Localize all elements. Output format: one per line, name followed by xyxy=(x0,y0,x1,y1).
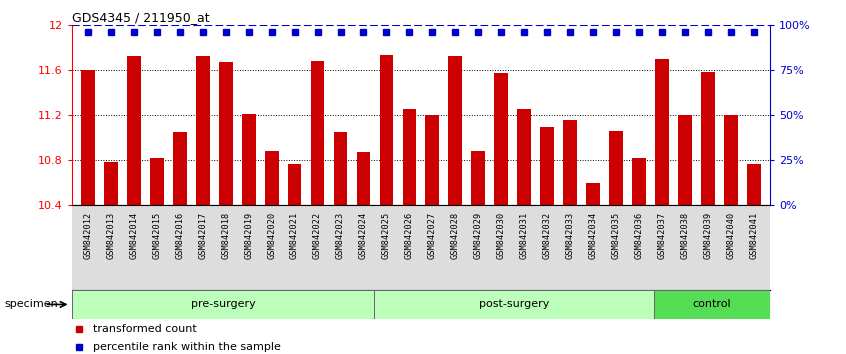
Text: GSM842032: GSM842032 xyxy=(542,212,552,259)
Bar xyxy=(104,162,118,205)
Text: percentile rank within the sample: percentile rank within the sample xyxy=(93,342,281,352)
Text: GDS4345 / 211950_at: GDS4345 / 211950_at xyxy=(72,11,210,24)
Text: GSM842040: GSM842040 xyxy=(727,212,735,259)
Text: GSM842031: GSM842031 xyxy=(519,212,529,259)
Text: GSM842024: GSM842024 xyxy=(359,212,368,259)
Text: GSM842023: GSM842023 xyxy=(336,212,345,259)
Bar xyxy=(380,55,393,205)
Text: post-surgery: post-surgery xyxy=(479,299,549,309)
Bar xyxy=(609,131,623,205)
Bar xyxy=(288,164,301,205)
Bar xyxy=(310,61,325,205)
Bar xyxy=(586,183,600,205)
Text: GSM842022: GSM842022 xyxy=(313,212,322,259)
Text: GSM842020: GSM842020 xyxy=(267,212,276,259)
Text: GSM842038: GSM842038 xyxy=(680,212,689,259)
Text: GSM842012: GSM842012 xyxy=(84,212,92,259)
Text: GSM842037: GSM842037 xyxy=(657,212,667,259)
Bar xyxy=(471,151,485,205)
Text: GSM842018: GSM842018 xyxy=(222,212,230,259)
Bar xyxy=(173,132,187,205)
Text: GSM842019: GSM842019 xyxy=(244,212,253,259)
Bar xyxy=(678,115,692,205)
Text: control: control xyxy=(692,299,731,309)
Text: GSM842014: GSM842014 xyxy=(129,212,139,259)
Bar xyxy=(196,56,210,205)
Bar xyxy=(724,115,738,205)
Bar xyxy=(333,132,348,205)
Text: GSM842030: GSM842030 xyxy=(497,212,506,259)
Text: GSM842021: GSM842021 xyxy=(290,212,299,259)
Bar xyxy=(375,290,654,319)
Bar xyxy=(494,73,508,205)
Bar xyxy=(655,59,669,205)
Bar xyxy=(219,62,233,205)
Text: pre-surgery: pre-surgery xyxy=(190,299,255,309)
Bar xyxy=(265,151,278,205)
Bar xyxy=(517,109,531,205)
Bar xyxy=(357,152,371,205)
Text: GSM842025: GSM842025 xyxy=(382,212,391,259)
Text: GSM842034: GSM842034 xyxy=(589,212,597,259)
Bar xyxy=(541,127,554,205)
Bar xyxy=(403,109,416,205)
Bar xyxy=(563,120,577,205)
Bar xyxy=(701,72,715,205)
Text: GSM842035: GSM842035 xyxy=(612,212,620,259)
Text: GSM842028: GSM842028 xyxy=(451,212,460,259)
Text: GSM842039: GSM842039 xyxy=(703,212,712,259)
Text: GSM842017: GSM842017 xyxy=(198,212,207,259)
Bar xyxy=(150,158,164,205)
Bar xyxy=(242,114,255,205)
Bar xyxy=(448,56,462,205)
Text: GSM842015: GSM842015 xyxy=(152,212,162,259)
Bar xyxy=(81,70,95,205)
Text: GSM842026: GSM842026 xyxy=(405,212,414,259)
Text: GSM842041: GSM842041 xyxy=(750,212,758,259)
Bar xyxy=(72,290,375,319)
Text: GSM842033: GSM842033 xyxy=(566,212,574,259)
Text: GSM842013: GSM842013 xyxy=(107,212,115,259)
Bar xyxy=(653,290,770,319)
Bar xyxy=(426,115,439,205)
Bar xyxy=(127,56,140,205)
Bar xyxy=(747,164,761,205)
Text: GSM842029: GSM842029 xyxy=(474,212,483,259)
Text: transformed count: transformed count xyxy=(93,324,196,333)
Text: GSM842027: GSM842027 xyxy=(428,212,437,259)
Bar xyxy=(632,158,645,205)
Text: specimen: specimen xyxy=(4,299,58,309)
Text: GSM842036: GSM842036 xyxy=(634,212,644,259)
Text: GSM842016: GSM842016 xyxy=(175,212,184,259)
